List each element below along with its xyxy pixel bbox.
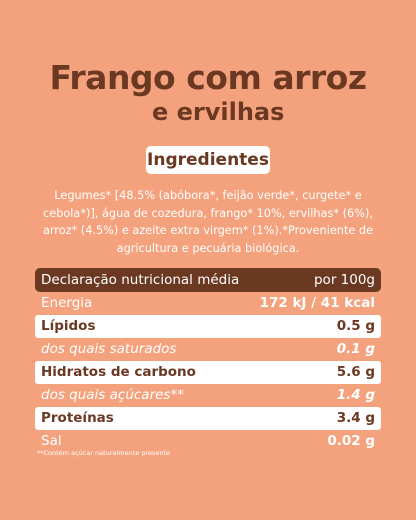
cell: Hidratos de carbono xyxy=(41,364,196,380)
cell: 1.4 g xyxy=(336,387,375,403)
ingredients-text: Legumes* [48.5% (abóbora*, feijão verde*… xyxy=(42,189,374,255)
cell: Energia xyxy=(41,295,93,311)
nutrition-table: Declaração nutricional média por 100g En… xyxy=(35,268,381,453)
header-cell: Declaração nutricional média xyxy=(41,272,240,288)
cell: dos quais saturados xyxy=(41,341,177,357)
ingredients-heading: Ingredientes xyxy=(146,146,270,174)
table-row: Proteínas 3.4 g xyxy=(35,407,381,430)
cell: dos quais açúcares** xyxy=(41,387,184,403)
header-cell: por 100g xyxy=(313,272,375,288)
cell: 0.1 g xyxy=(336,341,375,357)
title: Frango com arroz xyxy=(49,58,367,97)
cell: 172 kJ / 41 kcal xyxy=(259,295,375,311)
table-row: Lípidos 0.5 g xyxy=(35,315,381,338)
cell: 0.5 g xyxy=(336,318,375,334)
cell: Sal xyxy=(41,433,62,449)
table-row: Energia 172 kJ / 41 kcal xyxy=(35,292,381,315)
footnote: **Contém açúcar naturalmente presente xyxy=(37,449,171,457)
table-row: Hidratos de carbono 5.6 g xyxy=(35,361,381,384)
cell: 5.6 g xyxy=(336,364,375,380)
cell: Lípidos xyxy=(41,318,96,334)
cell: 3.4 g xyxy=(336,410,375,426)
cell: Proteínas xyxy=(41,410,114,426)
table-row: dos quais açúcares** 1.4 g xyxy=(35,384,381,407)
cell: 0.02 g xyxy=(327,433,375,449)
table-header: Declaração nutricional média por 100g xyxy=(35,268,381,292)
table-row: Sal 0.02 g xyxy=(35,430,381,453)
subtitle: e ervilhas xyxy=(152,98,285,126)
table-row: dos quais saturados 0.1 g xyxy=(35,338,381,361)
